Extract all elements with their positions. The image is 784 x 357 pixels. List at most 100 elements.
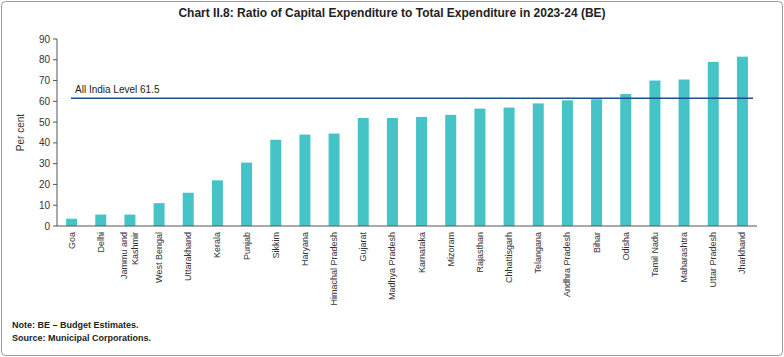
bar	[66, 219, 77, 226]
x-tick-label: Haryana	[300, 232, 310, 266]
chart: Chart II.8: Ratio of Capital Expenditure…	[0, 0, 784, 357]
x-tick-label: Chhattisgarh	[504, 232, 514, 283]
x-tick-label-line: Uttarakhand	[183, 232, 193, 281]
y-tick-label: 80	[39, 54, 51, 65]
bar	[620, 94, 631, 226]
x-tick-label-line: West Bengal	[154, 232, 164, 283]
x-tick-label: Himachal Pradesh	[329, 232, 339, 306]
bar	[504, 108, 515, 226]
y-tick-label: 40	[39, 137, 51, 148]
y-tick	[53, 142, 57, 143]
x-tick-label-line: Jharkhand	[737, 232, 747, 274]
bar	[416, 117, 427, 226]
x-tick-label-line: Chhattisgarh	[504, 232, 514, 283]
bar	[649, 81, 660, 226]
x-tick-label-line: Gujarat	[358, 232, 368, 262]
bar	[708, 62, 719, 226]
bar	[241, 163, 252, 226]
y-tick	[53, 226, 57, 227]
x-tick-label: Mizoram	[446, 232, 456, 267]
x-tick-label-line: Andhra Pradesh	[562, 232, 572, 297]
y-tick	[53, 163, 57, 164]
x-tick-label-line: Jammu and	[119, 232, 129, 279]
x-tick-label: Kerala	[212, 232, 222, 258]
y-tick-label: 90	[39, 34, 51, 45]
bar	[679, 80, 690, 226]
bars	[66, 57, 748, 226]
x-tick-label-line: Delhi	[96, 232, 106, 253]
bar	[445, 115, 456, 226]
y-tick-label: 0	[44, 221, 50, 232]
y-tick	[53, 184, 57, 185]
bar	[124, 215, 135, 226]
y-tick-label: 30	[39, 158, 51, 169]
x-tick-label-line: Maharashtra	[679, 232, 689, 283]
x-tick-label-line: Bihar	[592, 232, 602, 253]
x-tick-label: West Bengal	[154, 232, 164, 283]
x-tick-label-line: Kerala	[212, 232, 222, 258]
y-axis	[57, 39, 58, 226]
x-tick-label: Jammu andKashmir	[119, 232, 140, 279]
y-tick-label: 20	[39, 179, 51, 190]
x-tick-label: Delhi	[96, 232, 106, 253]
x-tick-label: Goa	[67, 232, 77, 249]
bar	[562, 100, 573, 226]
x-tick-label: Punjab	[242, 232, 252, 260]
bar	[212, 180, 223, 226]
x-tick-label: Rajasthan	[475, 232, 485, 273]
bar	[299, 135, 310, 226]
x-tick-label: Jharkhand	[737, 232, 747, 274]
x-tick-label: Karnataka	[417, 232, 427, 273]
x-tick-label: Telangana	[533, 232, 543, 274]
bar	[474, 109, 485, 226]
x-tick-label-line: Rajasthan	[475, 232, 485, 273]
x-tick-label: Tamil Nadu	[650, 232, 660, 277]
x-tick-label-line: Karnataka	[417, 232, 427, 273]
bar	[387, 118, 398, 226]
y-tick-label: 60	[39, 96, 51, 107]
x-tick-label: Uttarakhand	[183, 232, 193, 281]
reference-label: All India Level 61.5	[75, 84, 160, 95]
x-tick-label-line: Mizoram	[446, 232, 456, 267]
bar	[154, 203, 165, 226]
x-tick-label-line: Goa	[67, 232, 77, 249]
x-tick-label: Bihar	[592, 232, 602, 253]
bar	[95, 215, 106, 226]
y-tick-label: 70	[39, 75, 51, 86]
note: Source: Municipal Corporations.	[12, 333, 151, 343]
x-tick-label-line: Tamil Nadu	[650, 232, 660, 277]
x-tick-label: Madhya Pradesh	[387, 232, 397, 300]
bar	[737, 57, 748, 226]
bar	[358, 118, 369, 226]
x-axis	[57, 226, 757, 227]
y-tick-label: 10	[39, 200, 51, 211]
y-tick	[53, 80, 57, 81]
y-tick	[53, 205, 57, 206]
x-tick-label-line: Punjab	[242, 232, 252, 260]
y-tick	[53, 59, 57, 60]
y-tick	[53, 122, 57, 123]
x-tick-label: Sikkim	[271, 232, 281, 259]
bar	[533, 103, 544, 226]
y-axis-label: Per cent	[15, 114, 26, 151]
bar	[183, 193, 194, 226]
x-tick-label-line: Odisha	[621, 232, 631, 261]
x-tick-label-line: Sikkim	[271, 232, 281, 259]
reference-line	[71, 97, 753, 99]
x-tick-label-line: Kashmir	[130, 232, 140, 265]
x-tick-label-line: Uttar Pradesh	[708, 232, 718, 288]
x-tick-label: Uttar Pradesh	[708, 232, 718, 288]
y-tick	[53, 101, 57, 102]
x-tick-label-line: Haryana	[300, 232, 310, 266]
x-tick-label-line: Telangana	[533, 232, 543, 274]
x-tick-label: Gujarat	[358, 232, 368, 262]
x-tick-label: Odisha	[621, 232, 631, 261]
x-tick-label: Maharashtra	[679, 232, 689, 283]
bar	[591, 99, 602, 226]
x-tick-label: Andhra Pradesh	[562, 232, 572, 297]
title: Chart II.8: Ratio of Capital Expenditure…	[178, 6, 605, 20]
bar	[270, 140, 281, 226]
x-tick-label-line: Himachal Pradesh	[329, 232, 339, 306]
frame	[2, 2, 783, 356]
x-tick-label-line: Madhya Pradesh	[387, 232, 397, 300]
